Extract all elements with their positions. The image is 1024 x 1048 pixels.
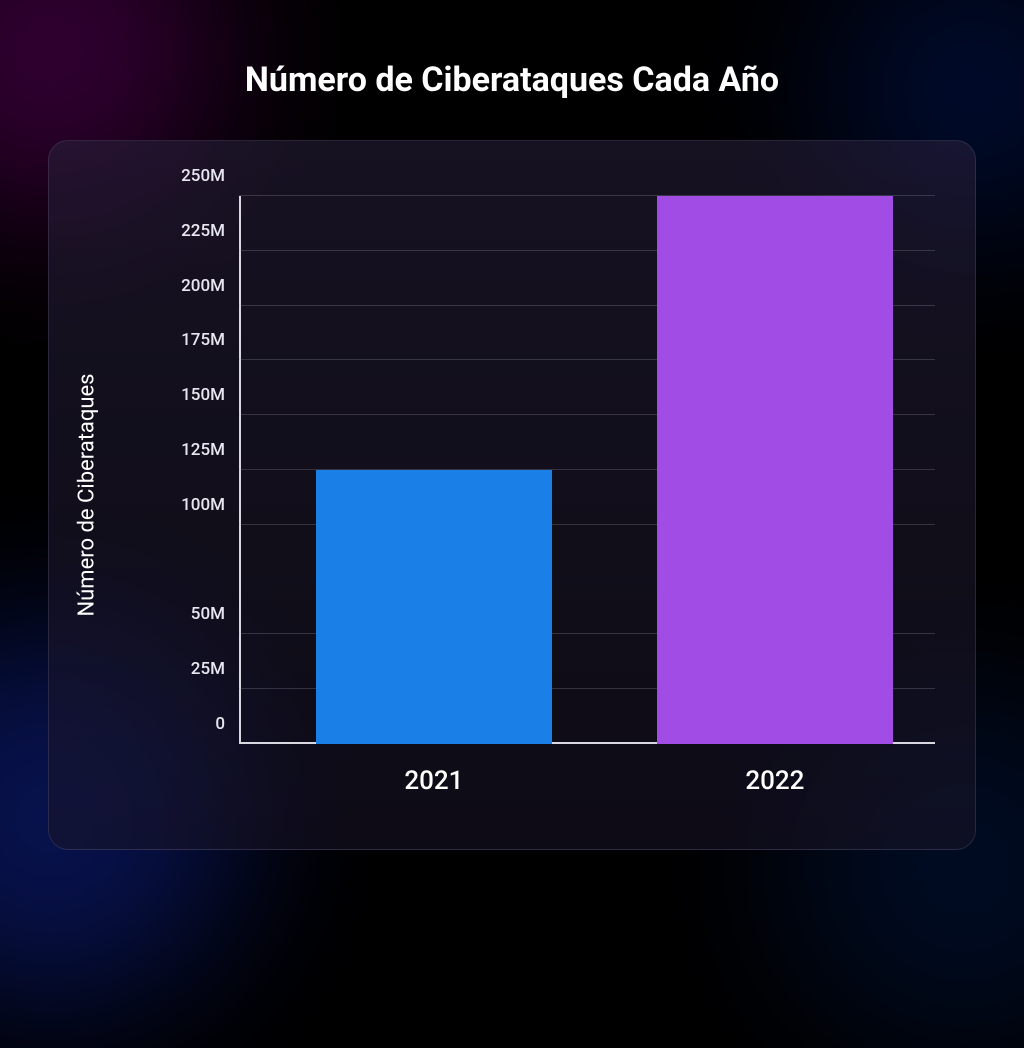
- chart-card: Número de Ciberataques 025M50M100M125M15…: [48, 140, 976, 850]
- y-tick-label: 25M: [191, 659, 239, 679]
- x-tick-label: 2022: [745, 744, 804, 796]
- y-tick-label: 200M: [181, 276, 239, 296]
- chart: Número de Ciberataques 025M50M100M125M15…: [49, 141, 975, 849]
- y-axis-line: [239, 196, 241, 744]
- page: Número de Ciberataques Cada Año Número d…: [0, 0, 1024, 928]
- y-tick-label: 150M: [181, 385, 239, 405]
- y-tick-label: 125M: [181, 440, 239, 460]
- bar-2021: [316, 470, 553, 744]
- y-tick-label: 225M: [181, 221, 239, 241]
- bar-2022: [657, 196, 894, 744]
- y-tick-label: 175M: [181, 330, 239, 350]
- y-tick-label: 50M: [191, 604, 239, 624]
- y-axis-label: Número de Ciberataques: [75, 373, 100, 616]
- plot-area: 025M50M100M125M150M175M200M225M250M20212…: [239, 196, 935, 744]
- chart-title: Número de Ciberataques Cada Año: [245, 60, 779, 100]
- x-tick-label: 2021: [404, 744, 463, 796]
- y-tick-label: 100M: [181, 495, 239, 515]
- y-tick-label: 0: [215, 714, 239, 734]
- y-tick-label: 250M: [181, 166, 239, 186]
